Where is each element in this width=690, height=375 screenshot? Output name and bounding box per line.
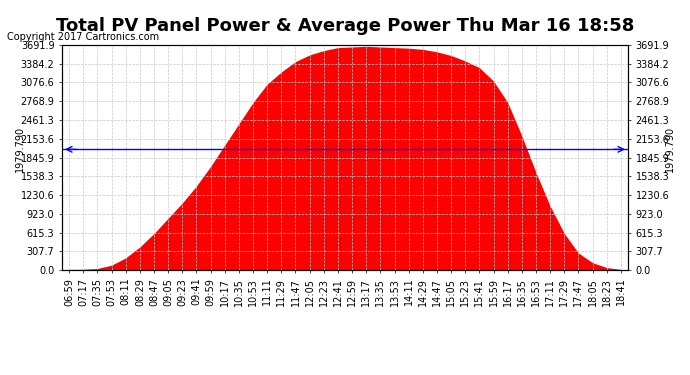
- Text: 1979.790: 1979.790: [14, 126, 25, 172]
- Text: PV Panels  (DC Watts): PV Panels (DC Watts): [509, 19, 606, 28]
- Text: Copyright 2017 Cartronics.com: Copyright 2017 Cartronics.com: [7, 32, 159, 42]
- Text: 1979.790: 1979.790: [665, 126, 676, 172]
- Text: Average  (DC Watts): Average (DC Watts): [408, 19, 500, 28]
- Text: Total PV Panel Power & Average Power Thu Mar 16 18:58: Total PV Panel Power & Average Power Thu…: [56, 17, 634, 35]
